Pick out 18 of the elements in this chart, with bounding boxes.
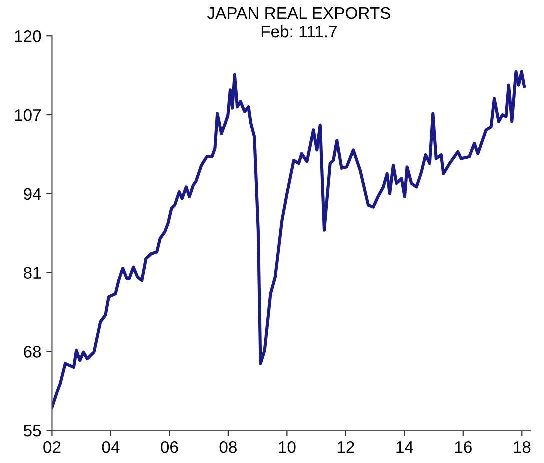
x-tick-label: 08 [220, 441, 237, 454]
x-tick-label: 16 [455, 441, 472, 454]
x-tick-label: 10 [279, 441, 296, 454]
y-tick-label: 94 [24, 188, 42, 200]
x-tick-label: 06 [161, 441, 178, 454]
y-tick-label: 107 [15, 109, 41, 122]
x-tick-label: 14 [396, 442, 414, 454]
x-tick-label: 02 [44, 441, 61, 454]
chart-subtitle: Feb: 111.7 [262, 25, 337, 38]
y-tick-label: 81 [24, 267, 41, 280]
x-tick-label: 18 [514, 441, 531, 454]
chart-title: JAPAN REAL EXPORTS [207, 7, 390, 20]
line-series [52, 70, 526, 410]
y-tick-label: 55 [24, 425, 42, 437]
y-tick-label: 120 [15, 30, 42, 42]
x-tick-label: 04 [102, 441, 120, 454]
x-tick-label: 12 [338, 441, 354, 454]
y-tick-label: 68 [24, 346, 42, 358]
